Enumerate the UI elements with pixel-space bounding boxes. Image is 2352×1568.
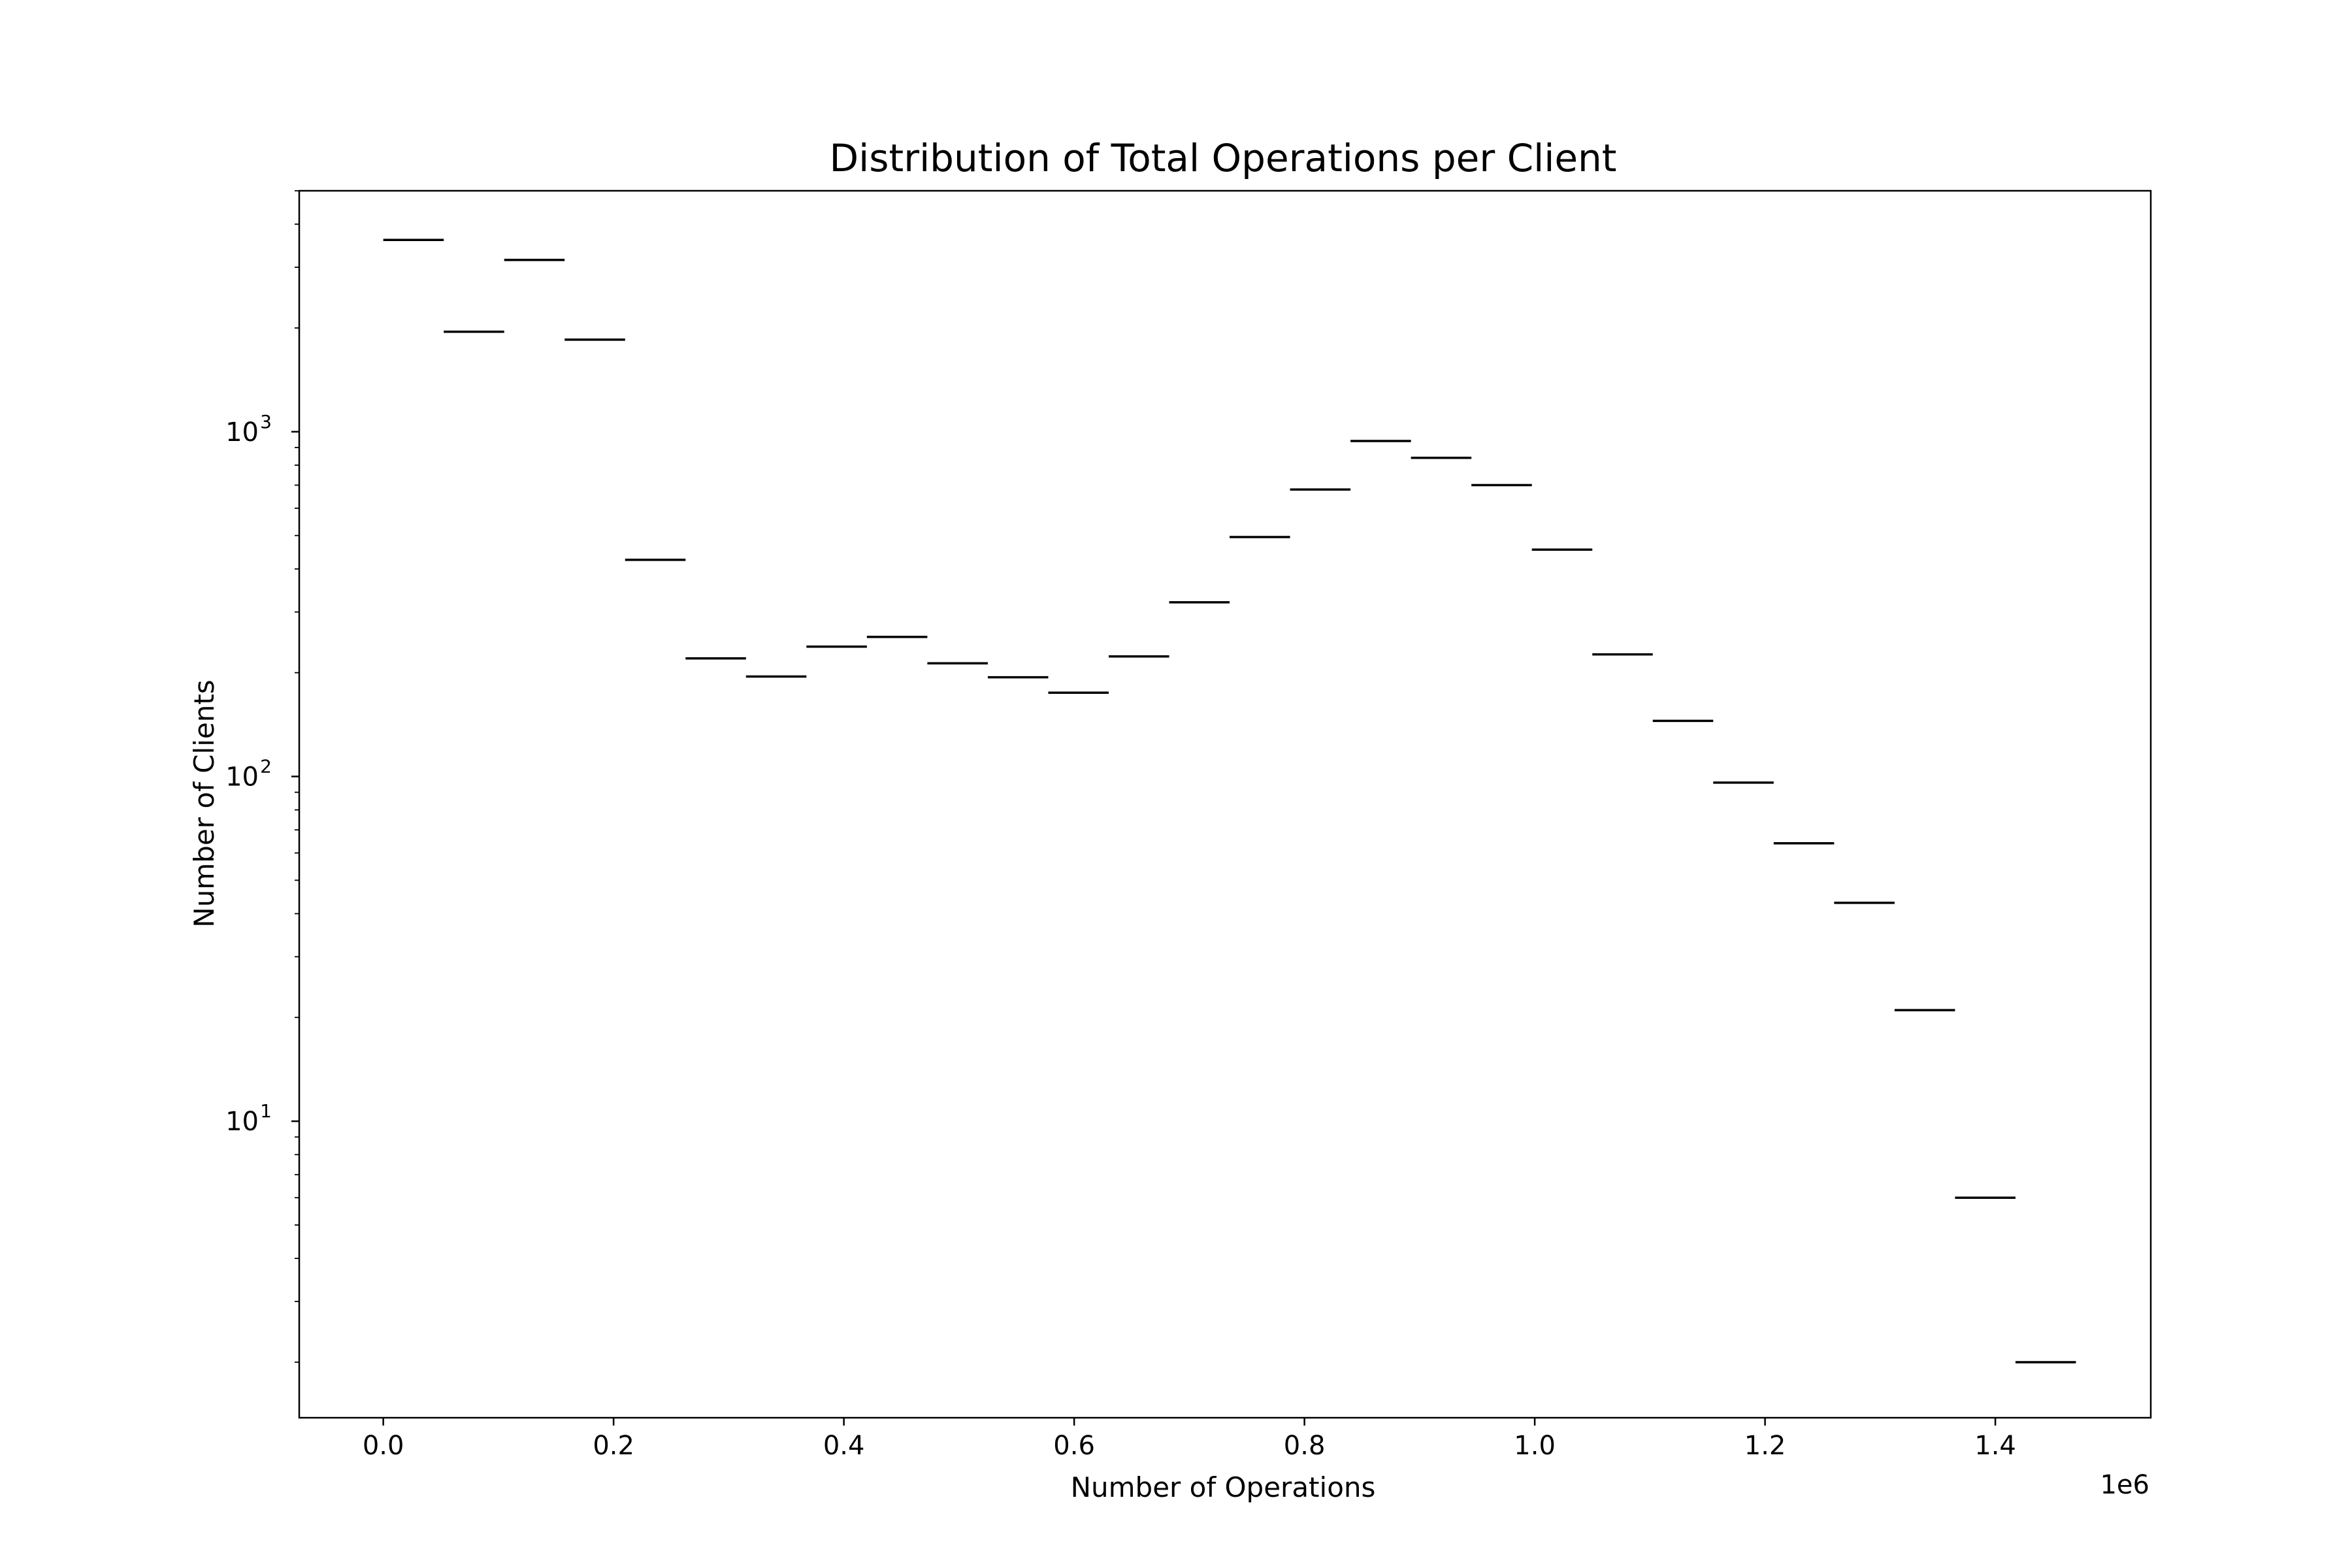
chart-title: Distribution of Total Operations per Cli…	[829, 136, 1616, 180]
plot-area-frame	[298, 189, 2152, 1419]
y-tick-label: 10	[225, 1107, 259, 1137]
x-axis-offset-label: 1e6	[2100, 1470, 2149, 1500]
y-tick-exponent: 3	[260, 411, 272, 433]
y-tick-label: 10	[225, 417, 259, 448]
x-tick-label: 0.2	[593, 1431, 634, 1461]
y-tick-label: 10	[225, 762, 259, 792]
x-tick-label: 0.6	[1053, 1431, 1095, 1461]
x-tick-label: 0.0	[363, 1431, 404, 1461]
x-tick-label: 1.2	[1744, 1431, 1786, 1461]
histogram-bins	[383, 238, 2076, 1364]
y-tick-exponent: 1	[260, 1100, 272, 1122]
x-axis-ticks: 0.0 0.2 0.4 0.6 0.8 1.0 1.2 1.4	[363, 1418, 2016, 1461]
x-tick-label: 1.0	[1514, 1431, 1556, 1461]
x-tick-label: 0.4	[823, 1431, 865, 1461]
y-axis-label: Number of Clients	[188, 679, 220, 927]
y-tick-exponent: 2	[260, 755, 272, 777]
x-tick-label: 1.4	[1974, 1431, 2016, 1461]
x-tick-label: 0.8	[1284, 1431, 1326, 1461]
x-axis-label: Number of Operations	[1071, 1471, 1376, 1503]
